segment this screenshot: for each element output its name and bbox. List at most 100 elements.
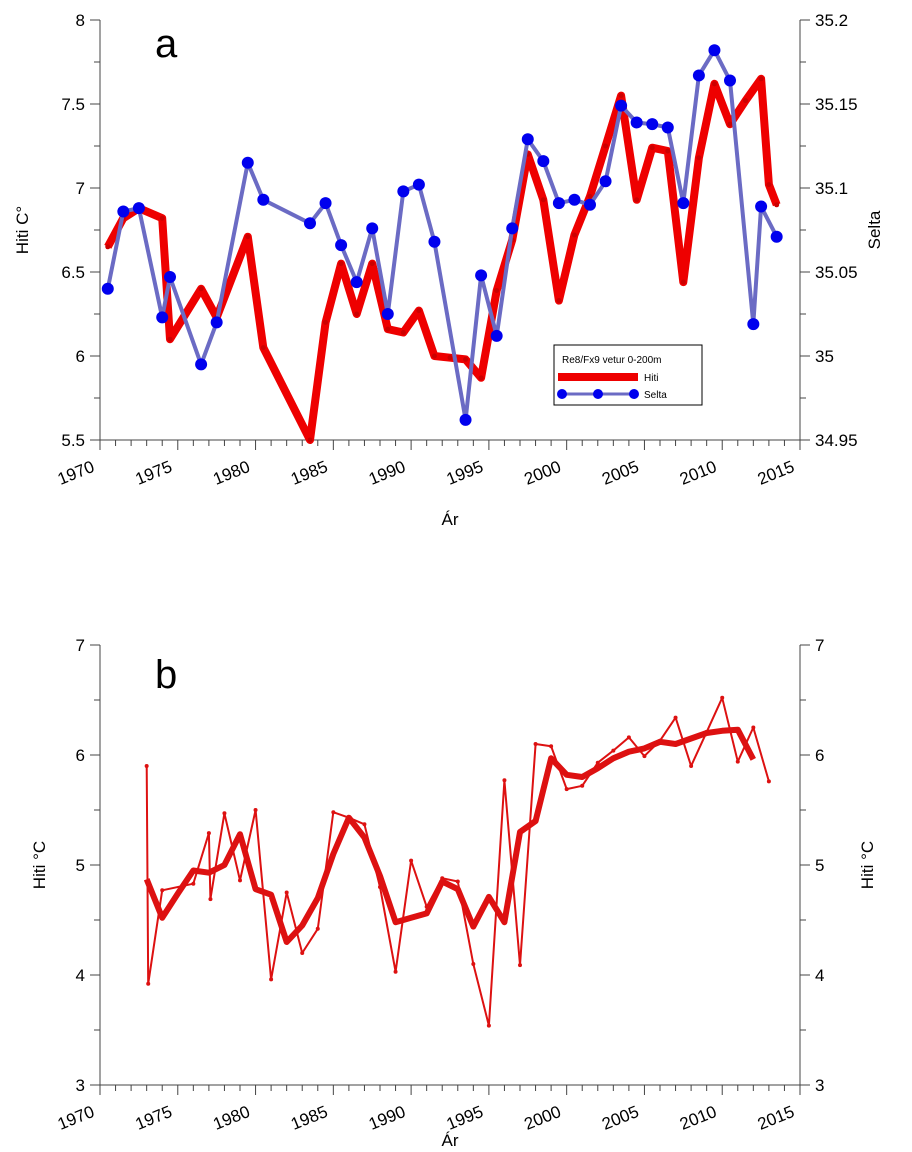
legend: Re8/Fx9 vetur 0-200m Hiti Selta xyxy=(553,344,703,406)
y-left-axis-title: Hiti °C xyxy=(30,841,49,889)
panel-a-chart: 1970 1975 1980 1985 1990 1995 2000 2005 2010 2015… xyxy=(13,11,884,529)
hiti-point xyxy=(198,286,204,292)
selta-point xyxy=(755,200,768,213)
hiti-point xyxy=(260,345,266,351)
hiti-point xyxy=(618,93,624,99)
y-left-tick-label: 7.5 xyxy=(61,95,85,114)
y-right-tick-label: 35.2 xyxy=(815,11,848,30)
hiti-point xyxy=(307,437,313,443)
hiti-point xyxy=(758,76,764,82)
legend-selta-marker xyxy=(593,389,603,399)
temperature-point xyxy=(673,715,678,720)
x-tick-label: 2005 xyxy=(599,1102,641,1134)
legend-title: Re8/Fx9 vetur 0-200m xyxy=(562,355,662,366)
selta-point xyxy=(615,99,628,112)
selta-point xyxy=(661,121,674,134)
hiti-point xyxy=(431,353,437,359)
hiti-point xyxy=(167,336,173,342)
selta-point xyxy=(381,308,394,320)
temperature-point xyxy=(362,822,367,827)
selta-point xyxy=(350,276,363,289)
y-right-tick-label: 35.1 xyxy=(815,179,848,198)
selta-point xyxy=(257,193,270,206)
temperature-point xyxy=(689,764,694,768)
hiti-point xyxy=(603,143,609,149)
hiti-point xyxy=(711,81,717,87)
thin-temperature-line xyxy=(145,696,770,1027)
temperature-point xyxy=(160,888,165,893)
legend-selta-label: Selta xyxy=(644,390,667,401)
temperature-point xyxy=(315,926,320,931)
x-axis-title: Ár xyxy=(442,510,459,529)
x-tick-label: 1970 xyxy=(55,457,97,489)
selta-point xyxy=(164,271,176,284)
hiti-point xyxy=(416,308,422,314)
y-right-tick-label: 34.95 xyxy=(815,431,858,450)
x-tick-label: 1980 xyxy=(210,457,252,489)
x-tick-label: 1970 xyxy=(55,1102,97,1134)
y-right-tick-label: 7 xyxy=(815,636,824,655)
panel-letter: a xyxy=(155,22,178,66)
hiti-point xyxy=(634,197,640,203)
selta-point xyxy=(708,44,721,57)
selta-point xyxy=(646,118,659,131)
temperature-point xyxy=(595,760,600,765)
selta-point xyxy=(490,329,503,342)
hiti-point xyxy=(587,193,593,199)
temperature-point xyxy=(533,742,538,746)
selta-point xyxy=(692,69,705,82)
y-left-tick-label: 5.5 xyxy=(61,431,85,450)
x-tick-label: 1990 xyxy=(366,457,408,489)
hiti-point xyxy=(478,375,484,381)
selta-point xyxy=(747,318,760,331)
hiti-point xyxy=(743,98,749,104)
temperature-point xyxy=(549,744,554,749)
selta-point xyxy=(521,133,534,146)
hiti-point xyxy=(766,182,772,188)
temperature-point xyxy=(626,735,631,740)
y-left-tick-label: 3 xyxy=(76,1076,85,1095)
hiti-point xyxy=(447,355,453,361)
x-tick-label: 1985 xyxy=(288,1102,330,1134)
selta-point xyxy=(156,311,169,324)
y-left-tick-label: 4 xyxy=(76,966,85,985)
hiti-point xyxy=(385,326,391,332)
temperature-point xyxy=(611,748,616,753)
y-right-tick-label: 35 xyxy=(815,347,834,366)
y-left-tick-label: 6 xyxy=(76,746,85,765)
temperature-point xyxy=(191,881,196,886)
temperature-point xyxy=(564,787,569,792)
hiti-point xyxy=(245,234,251,240)
selta-point xyxy=(459,413,472,426)
hiti-point xyxy=(323,319,329,325)
selta-point xyxy=(412,178,425,191)
selta-point xyxy=(568,193,581,206)
temperature-point xyxy=(455,879,460,884)
selta-point xyxy=(101,282,114,295)
x-tick-label: 1995 xyxy=(444,1102,486,1134)
selta-point xyxy=(397,185,410,198)
y-left-tick-label: 7 xyxy=(76,636,85,655)
temperature-point xyxy=(393,969,398,974)
hiti-point xyxy=(649,145,655,151)
selta-point xyxy=(537,155,550,168)
temperature-point xyxy=(144,764,149,768)
hiti-point xyxy=(159,215,165,221)
selta-point xyxy=(210,316,223,329)
selta-point xyxy=(335,239,348,252)
legend-selta-marker xyxy=(557,389,567,399)
selta-point xyxy=(724,74,736,87)
y-right-tick-label: 4 xyxy=(815,966,824,985)
y-right-tick-label: 35.15 xyxy=(815,95,858,114)
temperature-point xyxy=(580,783,585,788)
x-tick-label: 2005 xyxy=(599,457,641,489)
x-tick-label: 2000 xyxy=(522,1102,564,1134)
hiti-point xyxy=(463,356,469,362)
selta-point xyxy=(677,197,690,210)
y-left-tick-label: 6 xyxy=(76,347,85,366)
selta-point xyxy=(117,205,130,218)
temperature-point xyxy=(766,779,771,784)
hiti-point xyxy=(338,261,344,267)
temperature-point xyxy=(269,977,274,982)
